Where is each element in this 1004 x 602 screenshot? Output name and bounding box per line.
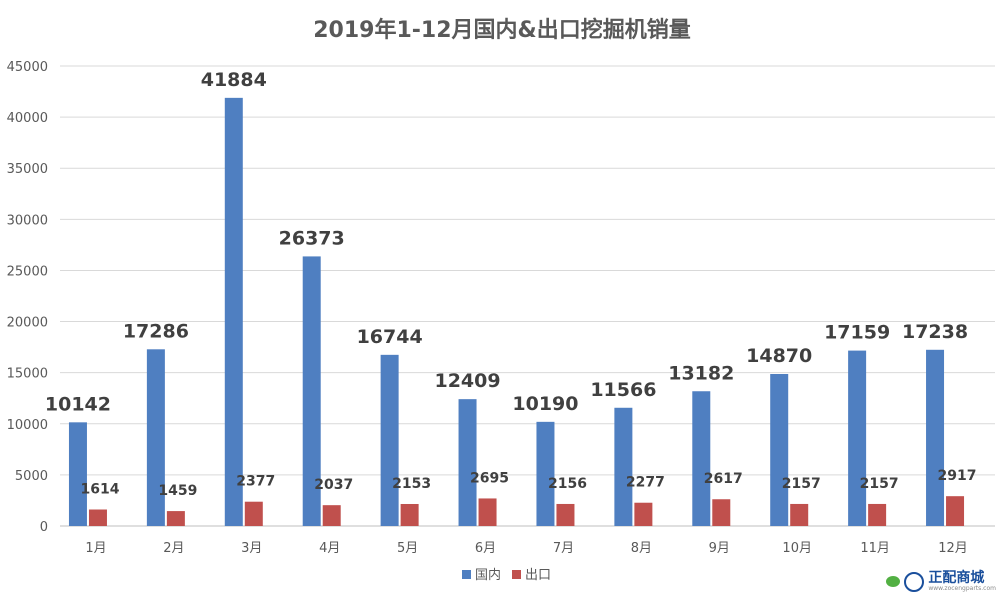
legend-label-export: 出口 xyxy=(525,568,551,583)
x-tick-label: 2月 xyxy=(163,541,184,556)
bar-export xyxy=(166,511,185,526)
y-tick-label: 45000 xyxy=(7,60,48,75)
legend-swatch-export xyxy=(512,570,521,579)
data-label-export: 2277 xyxy=(626,475,665,491)
data-label-export: 2153 xyxy=(392,476,431,492)
x-tick-label: 12月 xyxy=(938,541,968,556)
data-label-export: 2156 xyxy=(548,476,587,492)
bar-domestic xyxy=(68,422,87,526)
y-tick-label: 25000 xyxy=(7,264,48,279)
x-tick-label: 5月 xyxy=(397,541,418,556)
data-label-domestic: 12409 xyxy=(434,370,500,392)
x-tick-label: 1月 xyxy=(85,541,106,556)
x-tick-label: 7月 xyxy=(553,541,574,556)
data-label-export: 1459 xyxy=(158,483,197,499)
x-tick-label: 6月 xyxy=(475,541,496,556)
y-tick-label: 30000 xyxy=(7,213,48,228)
x-tick-label: 3月 xyxy=(241,541,262,556)
y-tick-label: 15000 xyxy=(7,367,48,382)
watermark-text: 正配商城 xyxy=(928,570,985,586)
y-tick-label: 0 xyxy=(40,520,48,535)
x-tick-label: 8月 xyxy=(631,541,652,556)
x-tick-label: 10月 xyxy=(782,541,812,556)
bar-export xyxy=(868,503,887,526)
bar-export xyxy=(556,503,575,526)
y-tick-label: 10000 xyxy=(7,418,48,433)
watermark-subtext: www.zocengparts.com xyxy=(928,585,996,592)
legend-label-domestic: 国内 xyxy=(475,567,501,583)
bar-domestic xyxy=(770,373,789,526)
data-label-domestic: 17286 xyxy=(123,320,189,342)
bar-domestic xyxy=(536,421,555,526)
bar-export xyxy=(790,503,809,526)
data-label-export: 2917 xyxy=(938,468,977,484)
bar-export xyxy=(322,505,341,526)
y-tick-label: 5000 xyxy=(15,469,48,484)
data-label-export: 2157 xyxy=(860,476,899,492)
data-label-domestic: 16744 xyxy=(357,326,423,348)
data-label-export: 2157 xyxy=(782,476,821,492)
data-label-export: 2617 xyxy=(704,471,743,487)
legend-swatch-domestic xyxy=(462,570,471,579)
watermark: 正配商城 www.zocengparts.com xyxy=(886,571,996,592)
bar-export xyxy=(946,496,965,526)
bar-domestic xyxy=(224,97,243,526)
bar-export xyxy=(712,499,731,526)
bar-export xyxy=(88,509,107,526)
bar-domestic xyxy=(302,256,321,526)
y-tick-label: 20000 xyxy=(7,316,48,331)
bar-domestic xyxy=(146,349,165,526)
bar-export xyxy=(478,498,497,526)
data-label-domestic: 14870 xyxy=(746,345,812,367)
x-tick-label: 4月 xyxy=(319,541,340,556)
data-label-export: 2695 xyxy=(470,470,509,486)
bar-domestic xyxy=(926,349,945,526)
chart-title: 2019年1-12月国内&出口挖掘机销量 xyxy=(313,17,690,43)
bar-domestic xyxy=(614,407,633,526)
data-label-export: 2037 xyxy=(314,477,353,493)
data-label-domestic: 17159 xyxy=(824,322,890,344)
data-label-domestic: 17238 xyxy=(902,321,968,343)
data-label-domestic: 10142 xyxy=(45,393,111,415)
data-label-domestic: 41884 xyxy=(201,69,267,91)
bar-domestic xyxy=(848,350,867,526)
data-label-domestic: 13182 xyxy=(668,362,734,384)
data-label-domestic: 10190 xyxy=(512,393,578,415)
bar-export xyxy=(634,502,653,526)
bar-export xyxy=(400,503,419,526)
wechat-icon xyxy=(886,576,901,587)
data-label-domestic: 26373 xyxy=(279,227,345,249)
y-tick-label: 35000 xyxy=(7,162,48,177)
bar-domestic xyxy=(380,354,399,526)
y-tick-label: 40000 xyxy=(7,111,48,126)
bar-domestic xyxy=(458,399,477,526)
data-label-export: 2377 xyxy=(236,474,275,490)
data-label-export: 1614 xyxy=(80,482,119,498)
x-tick-label: 9月 xyxy=(709,541,730,556)
data-label-domestic: 11566 xyxy=(590,379,656,401)
bar-export xyxy=(244,501,263,526)
bar-domestic xyxy=(692,391,711,526)
x-tick-label: 11月 xyxy=(860,541,890,556)
brand-logo-icon xyxy=(904,571,925,592)
